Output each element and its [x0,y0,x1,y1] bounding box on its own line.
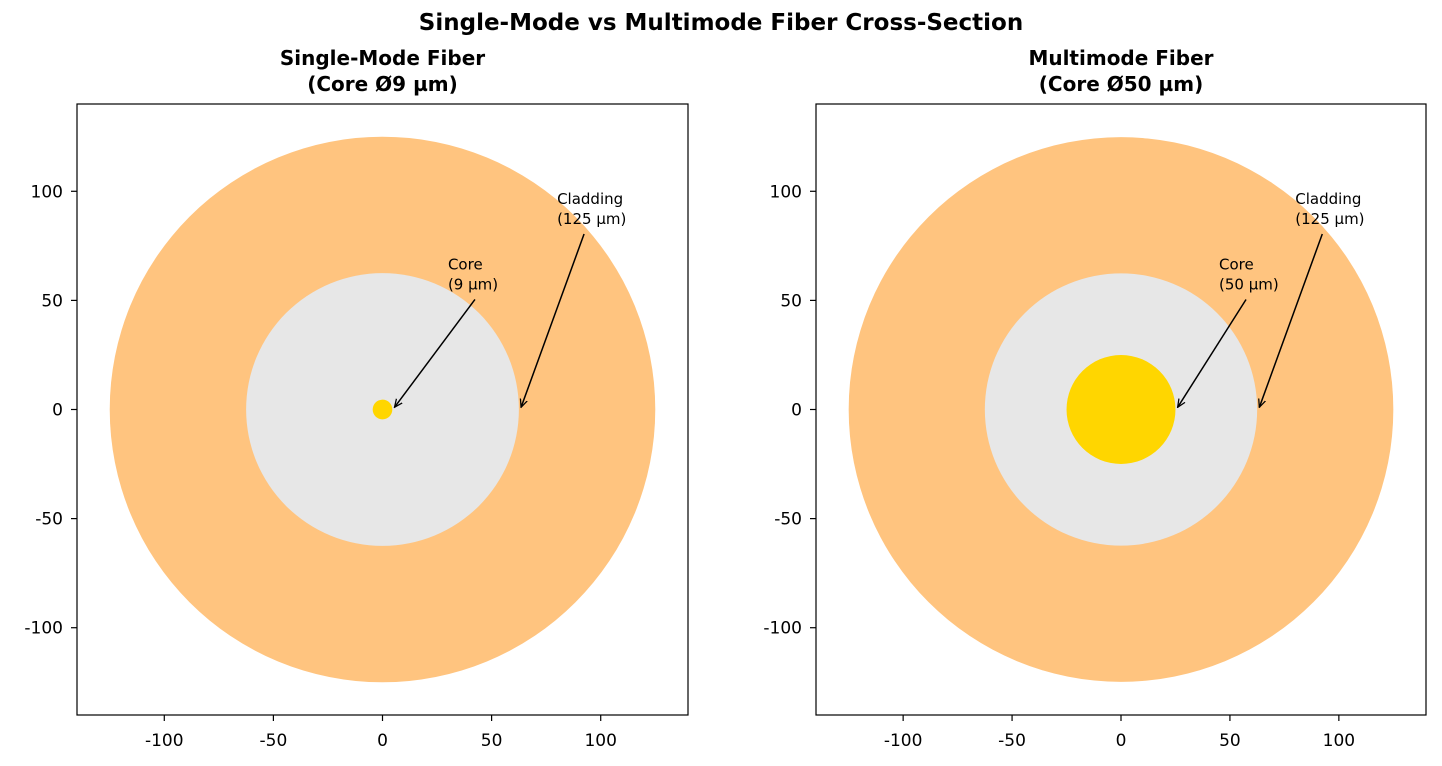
cladding-annotation-line: (125 µm) [1295,210,1364,228]
chart-subtitle-line: Multimode Fiber [1028,46,1213,70]
core-annotation-line: (50 µm) [1219,275,1279,293]
x-tick-label: 100 [584,731,616,751]
cladding-arrow [1259,233,1323,407]
y-tick-label: -50 [774,510,802,530]
chart-subtitle-line: (Core Ø50 µm) [1039,72,1203,96]
plot-area [848,137,1394,682]
y-tick-label: -100 [24,619,63,639]
core-circle [372,399,393,420]
core-arrow [1178,299,1247,407]
y-tick-label: 0 [52,401,63,421]
figure-title: Single-Mode vs Multimode Fiber Cross-Sec… [418,10,1024,36]
y-tick-label: 50 [41,291,63,311]
core-arrow [395,299,476,407]
y-tick-label: -50 [35,510,63,530]
plot-area [109,136,656,683]
y-tick-label: 0 [791,401,802,421]
core-annotation-line: (9 µm) [448,275,498,293]
y-tick-label: 100 [770,182,802,202]
multimode-panel: Multimode Fiber(Core Ø50 µm) Core (50 µm) C… [763,46,1427,751]
x-tick-label: 0 [1116,731,1127,751]
x-tick-label: -100 [145,731,184,751]
y-tick-label: -100 [763,619,802,639]
cladding-annotation-line: Cladding [1295,190,1361,208]
y-tick-label: 100 [31,182,63,202]
core-annotation-line: Core [448,255,483,273]
core-annotation-line: Core [1219,255,1254,273]
x-tick-label: -50 [998,731,1026,751]
cladding-annotation-line: Cladding [557,190,623,208]
cladding-arrow [521,233,585,407]
cladding-annotation-line: (125 µm) [557,210,626,228]
chart-subtitle-line: Single-Mode Fiber [280,46,485,70]
x-tick-label: -100 [884,731,923,751]
x-tick-label: 0 [377,731,388,751]
single-mode-panel: Single-Mode Fiber(Core Ø9 µm) Core (9 µm) C… [24,46,689,751]
chart-subtitle-line: (Core Ø9 µm) [307,72,458,96]
core-circle [1066,355,1176,464]
x-tick-label: 50 [481,731,503,751]
x-tick-label: -50 [260,731,288,751]
y-tick-label: 50 [780,291,802,311]
x-tick-label: 50 [1219,731,1241,751]
x-tick-label: 100 [1323,731,1355,751]
